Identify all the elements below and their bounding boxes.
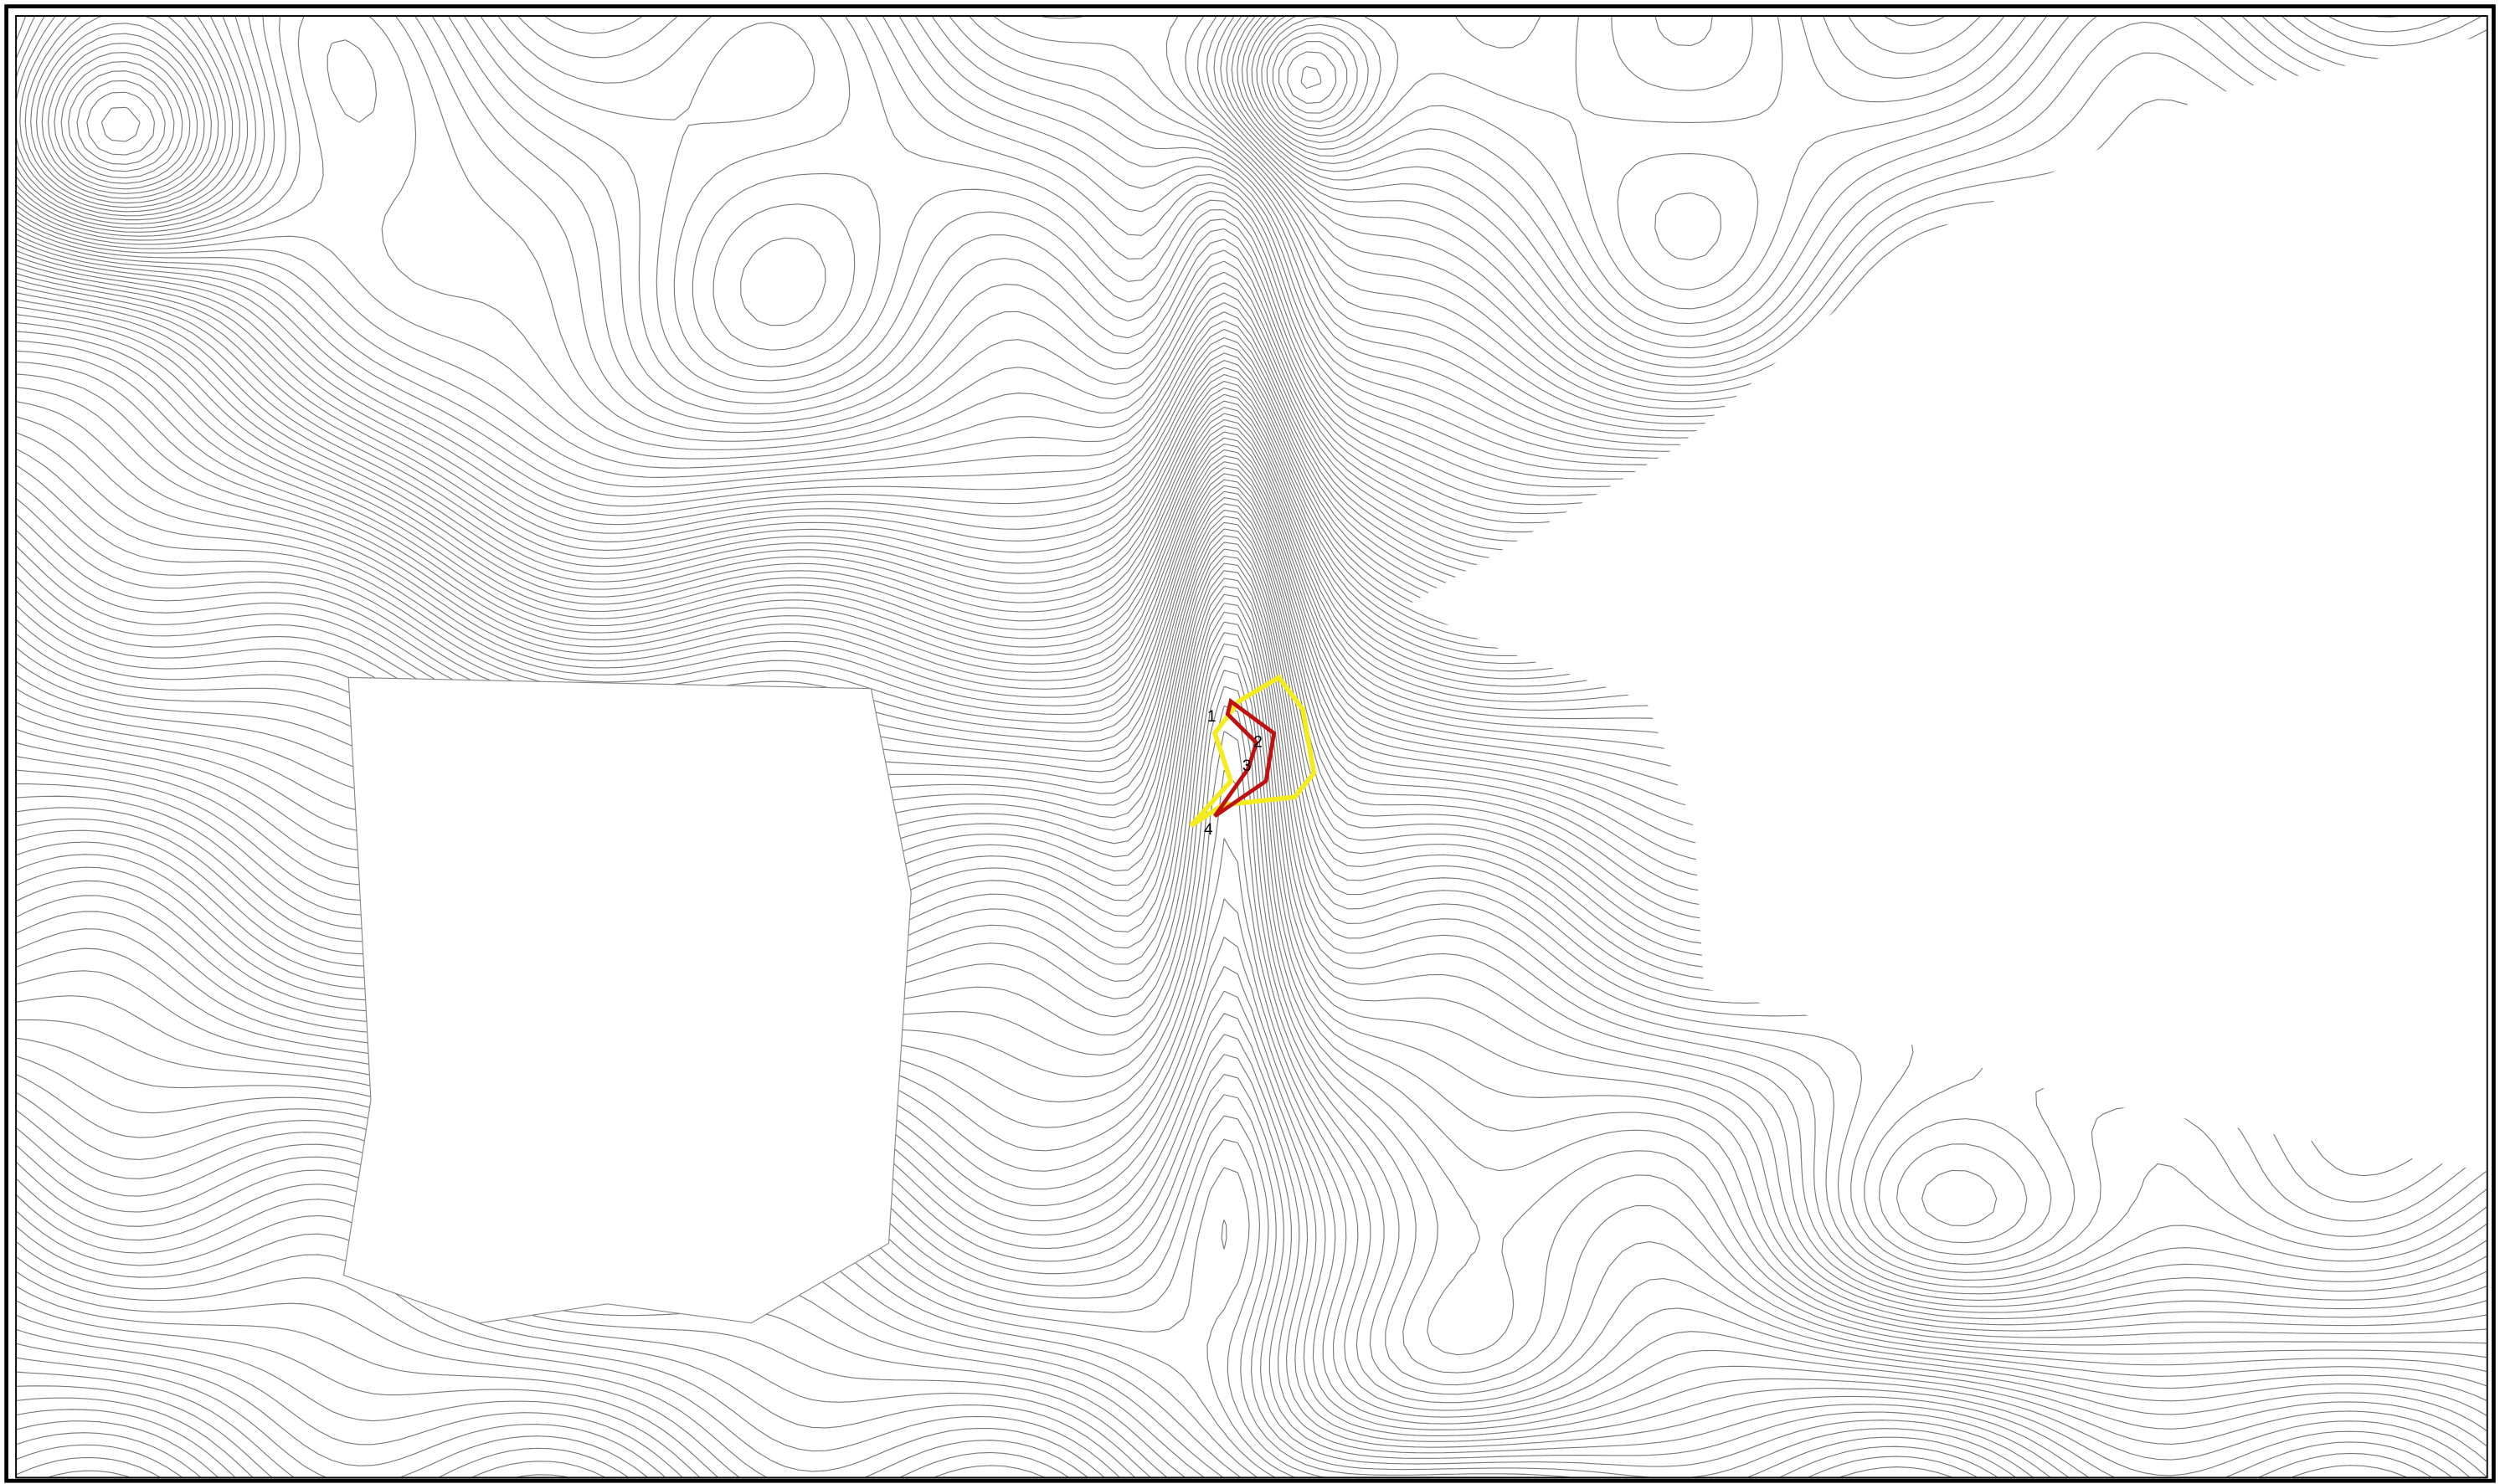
point-label: 2 bbox=[1253, 733, 1263, 751]
point-label: 3 bbox=[1242, 757, 1252, 775]
contour-line bbox=[16, 1397, 569, 1478]
contour-line bbox=[15, 1444, 183, 1478]
contour-line bbox=[15, 1300, 1046, 1478]
contour-line bbox=[1251, 15, 2487, 310]
blank-areas bbox=[342, 34, 2487, 1324]
contour-line bbox=[16, 1371, 630, 1478]
blank-area bbox=[342, 676, 912, 1324]
contour-line bbox=[15, 1314, 701, 1478]
contour-line bbox=[15, 1420, 219, 1478]
outer-frame bbox=[4, 4, 2496, 1483]
contour-line bbox=[15, 1343, 666, 1478]
contour-line bbox=[15, 1255, 1105, 1478]
blank-area bbox=[1407, 34, 2487, 1172]
parcel-outline bbox=[1189, 674, 1317, 828]
point-label: 4 bbox=[1204, 821, 1213, 839]
contour-line bbox=[15, 1055, 1998, 1478]
parcel: 1 2 3 4 bbox=[1189, 674, 1317, 839]
contour-line bbox=[16, 1385, 606, 1478]
contour-line bbox=[15, 570, 2488, 1288]
contour-line bbox=[15, 1409, 236, 1478]
contour-line bbox=[1261, 15, 2487, 260]
contour-line bbox=[46, 1470, 131, 1478]
contour-line bbox=[15, 1432, 202, 1478]
point-label: 1 bbox=[1207, 708, 1217, 726]
contour-line bbox=[15, 1271, 1088, 1478]
contour-line bbox=[1272, 15, 2452, 122]
contour-line bbox=[1287, 51, 1337, 104]
contour-line bbox=[15, 1328, 683, 1478]
contour-line bbox=[15, 1240, 1120, 1478]
contour-line bbox=[15, 1456, 161, 1478]
contour-line bbox=[16, 1019, 2034, 1478]
contour-line bbox=[15, 838, 2488, 1432]
parcel-boundary bbox=[1213, 697, 1277, 819]
contour-line bbox=[15, 1286, 1070, 1478]
contour-layer bbox=[15, 15, 2488, 1478]
contour-line bbox=[1300, 65, 1322, 90]
inner-frame bbox=[15, 15, 2488, 1479]
